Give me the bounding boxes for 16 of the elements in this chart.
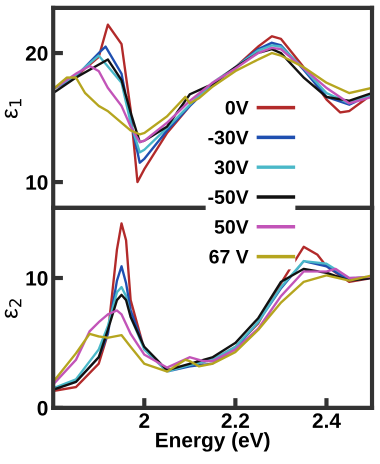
x-tick-label: 2.2 xyxy=(222,413,250,428)
y-axis-title: ε$_{2}$ xyxy=(4,299,22,318)
y-tick-label: 10 xyxy=(26,271,48,286)
x-tick-label: 2.4 xyxy=(312,413,341,428)
x-tick-label: 2 xyxy=(139,413,150,428)
y-axis-title: ε$_{1}$ xyxy=(4,99,22,118)
legend-label: 30V xyxy=(214,160,249,174)
y-tick-label: 0 xyxy=(38,400,48,416)
legend-label: -30V xyxy=(208,130,249,144)
x-axis-title: Energy (eV) xyxy=(156,432,270,452)
legend-label: 67 V xyxy=(209,250,249,264)
y-tick-label: 10 xyxy=(26,175,48,190)
legend-label: -50V xyxy=(208,190,249,204)
legend-label: 50V xyxy=(214,220,249,234)
y-tick-label: 20 xyxy=(26,46,48,61)
legend-label: 0V xyxy=(226,100,249,115)
